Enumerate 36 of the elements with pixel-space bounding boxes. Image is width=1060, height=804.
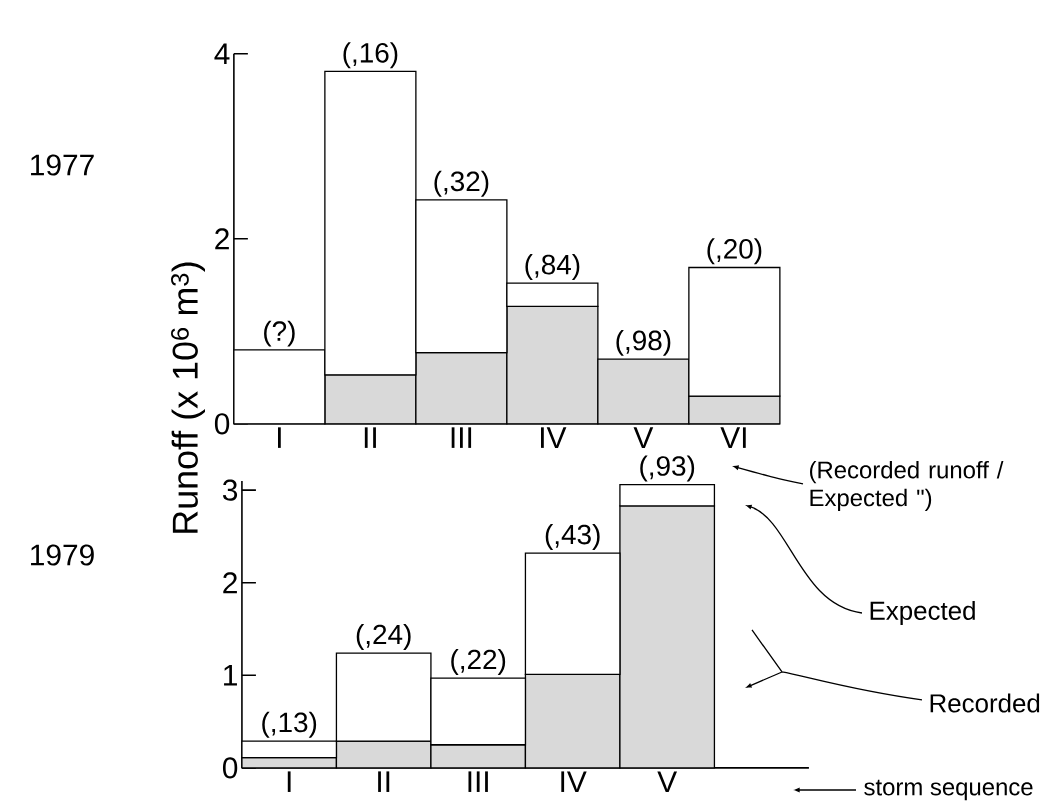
x-tick-label: I (277, 427, 281, 448)
annotation: (,13) (262, 711, 317, 738)
annotation: (,43) (545, 523, 600, 550)
annotation: (,22) (451, 648, 506, 675)
y-tick-label: 1 (224, 665, 237, 686)
text: storm sequence (864, 779, 1033, 801)
x-tick-label: II (378, 771, 390, 792)
x-tick-label: VI (720, 427, 746, 448)
annotation: (,16) (343, 42, 398, 69)
y-axis-title: Runoff (x 10$^{6}$ m$^{3}$) (171, 262, 205, 533)
annotation: (,20) (707, 238, 762, 265)
x-tick-label: III (468, 771, 488, 792)
y-tick-label: 0 (214, 413, 230, 435)
x-tick-label: IV (561, 771, 587, 792)
text: 1979 (31, 544, 94, 566)
text: Expected (870, 600, 975, 626)
annotation: (,98) (616, 329, 671, 356)
y-tick-label: 0 (222, 757, 238, 779)
x-tick-label: I (287, 771, 291, 792)
annotation: (,84) (525, 254, 580, 281)
y-tick-label: 4 (214, 43, 230, 65)
x-tick-label: V (657, 771, 678, 792)
annotation: (,32) (434, 170, 489, 197)
x-tick-label: II (364, 427, 376, 448)
x-tick-label: IV (541, 427, 567, 448)
text: 1977 (31, 154, 94, 176)
text: Recorded (930, 693, 1040, 713)
y-tick-label: 2 (223, 572, 237, 594)
annotation: (,24) (356, 623, 411, 650)
annotation: (,93) (640, 455, 695, 482)
annotation: (?) (264, 320, 295, 347)
y-tick-label: 2 (215, 228, 229, 250)
text: (Recorded runoff / Expected ") (810, 460, 1004, 512)
x-tick-label: V (633, 427, 654, 448)
y-tick-label: 3 (222, 479, 238, 501)
x-tick-label: III (451, 427, 472, 448)
